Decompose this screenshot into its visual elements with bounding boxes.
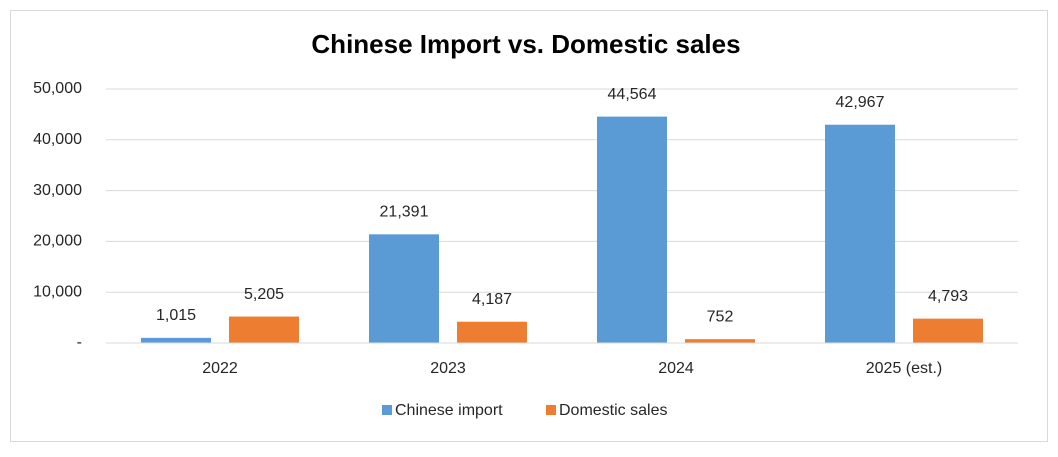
bar — [685, 339, 755, 343]
bar — [457, 321, 527, 343]
y-tick-label: 30,000 — [33, 182, 82, 199]
legend-label: Domestic sales — [559, 402, 667, 419]
value-label: 5,205 — [244, 286, 284, 303]
y-tick-label: 20,000 — [33, 233, 82, 250]
chart-title: Chinese Import vs. Domestic sales — [311, 29, 740, 59]
legend-swatch — [382, 405, 392, 415]
bar — [141, 337, 211, 343]
value-label: 752 — [707, 308, 734, 325]
bar — [913, 318, 983, 343]
x-tick-label: 2025 (est.) — [866, 360, 942, 377]
bar — [597, 116, 667, 343]
legend-label: Chinese import — [395, 402, 503, 419]
y-tick-label: - — [77, 334, 82, 351]
value-label: 44,564 — [608, 86, 657, 103]
value-label: 21,391 — [380, 204, 429, 221]
value-label: 4,793 — [928, 288, 968, 305]
bar — [229, 316, 299, 343]
value-label: 1,015 — [156, 307, 196, 324]
y-tick-label: 40,000 — [33, 131, 82, 148]
value-label: 42,967 — [836, 94, 885, 111]
y-tick-label: 10,000 — [33, 283, 82, 300]
bar — [369, 234, 439, 343]
x-tick-label: 2024 — [658, 360, 694, 377]
x-tick-label: 2022 — [202, 360, 238, 377]
bar — [825, 124, 895, 344]
y-tick-label: 50,000 — [33, 80, 82, 97]
value-label: 4,187 — [472, 291, 512, 308]
x-tick-label: 2023 — [430, 360, 466, 377]
legend-swatch — [546, 405, 556, 415]
